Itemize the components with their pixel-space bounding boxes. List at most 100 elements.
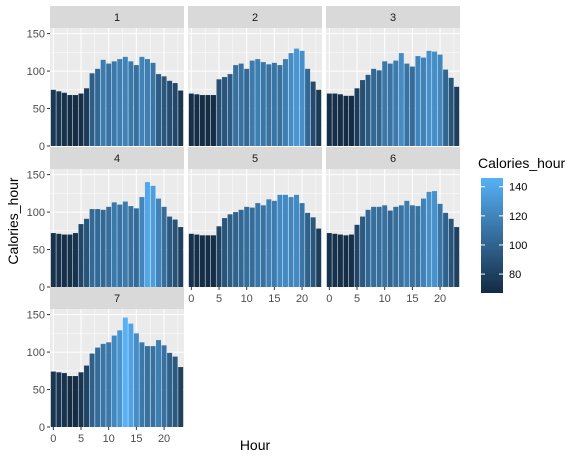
bar — [398, 53, 404, 146]
bar — [117, 204, 123, 287]
bar — [266, 64, 272, 146]
x-tick-label: 5 — [354, 293, 360, 305]
bar — [404, 63, 410, 146]
facet-panel-4: 4 0 50 100 150 — [27, 147, 184, 294]
bar — [448, 77, 454, 146]
bar — [382, 61, 388, 146]
bar — [393, 206, 399, 287]
bar — [316, 89, 322, 146]
x-tick-label: 15 — [130, 433, 142, 445]
bar — [277, 65, 283, 146]
bar — [161, 345, 167, 427]
bar — [393, 60, 399, 146]
bar — [188, 93, 194, 146]
bar — [72, 95, 78, 146]
bar — [67, 234, 73, 287]
facet-strip-label: 6 — [390, 153, 396, 165]
bar — [188, 233, 194, 287]
bar — [260, 62, 266, 146]
bar — [133, 65, 139, 146]
bar — [56, 233, 62, 287]
y-tick-label: 150 — [27, 310, 45, 322]
bar — [337, 94, 343, 146]
bar — [50, 233, 56, 287]
bar — [216, 226, 222, 287]
bar — [95, 209, 101, 287]
bar — [167, 80, 173, 146]
bar — [89, 353, 95, 427]
bar — [167, 352, 173, 427]
bar — [100, 59, 106, 146]
bar — [348, 95, 354, 146]
bar — [437, 203, 443, 287]
x-tick-label: 10 — [241, 293, 253, 305]
bar — [172, 219, 178, 287]
bar — [227, 74, 233, 146]
bar — [415, 56, 421, 146]
bar — [100, 209, 106, 287]
bar — [244, 68, 250, 146]
bar — [387, 210, 393, 287]
x-tick-label: 0 — [188, 293, 194, 305]
bar — [437, 54, 443, 146]
bar — [454, 227, 460, 287]
facet-strip — [188, 6, 322, 28]
facet-strip — [188, 147, 322, 169]
facet-panel-6: 6 0 5 10 15 20 — [326, 147, 460, 305]
bar — [133, 208, 139, 287]
bar — [117, 330, 123, 427]
bar — [128, 206, 134, 287]
bar — [144, 59, 150, 146]
bar — [150, 62, 156, 146]
bar — [199, 95, 205, 146]
facet-panel-1: 1 0 50 100 150 — [27, 6, 184, 153]
bar — [61, 373, 67, 427]
bar — [326, 93, 332, 146]
bar — [199, 235, 205, 287]
bar — [78, 224, 84, 287]
bar — [343, 235, 349, 287]
bar — [84, 88, 90, 146]
bar — [156, 340, 162, 427]
bar — [305, 68, 311, 146]
bar — [111, 335, 117, 427]
x-tick-label: 15 — [406, 293, 418, 305]
facet-strip — [50, 147, 184, 169]
bar — [426, 191, 432, 287]
facet-panel-5: 5 0 5 10 15 20 — [188, 147, 322, 305]
bar — [150, 185, 156, 287]
bar — [365, 74, 371, 146]
bar — [122, 317, 128, 427]
bar — [56, 372, 62, 427]
bar — [50, 371, 56, 427]
bar — [271, 62, 277, 146]
bar — [365, 209, 371, 287]
bar — [61, 234, 67, 287]
y-tick-label: 0 — [39, 422, 45, 434]
bar — [343, 95, 349, 146]
bar — [161, 76, 167, 146]
bar — [387, 63, 393, 146]
y-tick-label: 100 — [27, 347, 45, 359]
bar — [106, 63, 112, 146]
bar — [443, 69, 449, 146]
bar — [288, 53, 294, 146]
bar — [271, 200, 277, 287]
bar — [249, 60, 255, 146]
bar — [61, 92, 67, 146]
bar — [161, 206, 167, 287]
facet-strip — [50, 287, 184, 309]
facet-strip-label: 1 — [114, 12, 120, 24]
bar — [371, 206, 377, 287]
bar — [310, 217, 316, 287]
y-tick-label: 0 — [39, 141, 45, 153]
bar — [144, 346, 150, 427]
bar — [111, 61, 117, 146]
bar — [332, 93, 338, 146]
facet-strip-label: 3 — [390, 12, 396, 24]
legend-colorbar — [481, 178, 503, 293]
bar — [100, 343, 106, 427]
y-tick-label: 50 — [33, 104, 45, 116]
bar — [144, 182, 150, 287]
bar — [360, 216, 366, 287]
